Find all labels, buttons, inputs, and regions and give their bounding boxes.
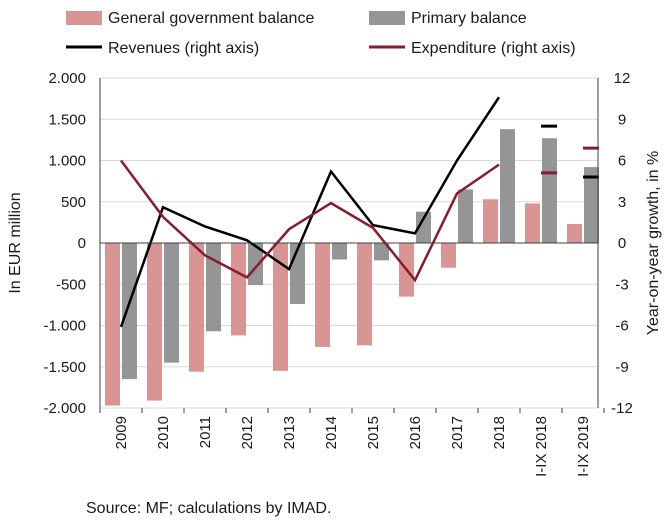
bar-general-government-balance-2010	[147, 243, 162, 401]
y-tick-label: 1.000	[48, 153, 86, 170]
category-label: 2012	[239, 416, 256, 449]
right-axis-ticks: 12 9 6 3 0 -3 -6 -9 -12	[611, 70, 633, 417]
bar-general-government-balance-2017	[441, 243, 456, 268]
line-revenues-right-axis	[119, 96, 501, 328]
bar-primary-balance-2009	[122, 243, 137, 380]
y-tick-label: 2.000	[48, 70, 86, 87]
right-axis-title: Year-on-year growth, in %	[645, 151, 662, 335]
legend-swatch-primary-balance	[369, 11, 405, 25]
bar-primary-balance-2017	[458, 189, 473, 243]
y2-tick-label: 0	[618, 235, 626, 252]
y-tick-label: -500	[56, 276, 86, 293]
bar-general-government-balance-2018	[483, 199, 498, 243]
y-tick-label: 500	[61, 194, 86, 211]
category-label: I-IX 2019	[575, 416, 592, 477]
legend-label-primary-balance: Primary balance	[411, 10, 527, 27]
legend-label-expenditure: Expenditure (right axis)	[411, 40, 576, 57]
bar-general-government-balance-2014	[315, 243, 330, 347]
category-label: 2016	[407, 416, 424, 449]
y-tick-label: -2.000	[43, 400, 86, 417]
bar-primary-balance-2010	[164, 243, 179, 363]
bar-general-government-balance-i-ix-2018	[525, 203, 540, 243]
source-note: Source: MF; calculations by IMAD.	[86, 500, 331, 517]
category-label: 2018	[491, 416, 508, 449]
y2-tick-label: -12	[611, 400, 633, 417]
bar-general-government-balance-i-ix-2019	[567, 224, 582, 243]
y2-tick-label: -6	[615, 318, 628, 335]
bar-primary-balance-2018	[500, 129, 515, 243]
bar-general-government-balance-2015	[357, 243, 372, 346]
category-label: 2013	[281, 416, 298, 449]
legend-swatch-general-government-balance	[66, 11, 102, 25]
y2-tick-label: 3	[618, 194, 626, 211]
category-labels: 2009 2010 2011 2012 2013 2014 2015 2016 2017 2018…	[113, 416, 592, 477]
y2-tick-label: 9	[618, 111, 626, 128]
bar-primary-balance-2014	[332, 243, 347, 260]
bar-primary-balance-2015	[374, 243, 389, 261]
category-label: 2014	[323, 416, 340, 449]
legend: General government balance Primary balan…	[66, 10, 576, 57]
y-tick-label: -1.500	[43, 359, 86, 376]
y-tick-label: 0	[78, 235, 86, 252]
bar-primary-balance-2011	[206, 243, 221, 332]
left-axis-title: In EUR million	[7, 192, 24, 293]
bar-primary-balance-i-ix-2019	[584, 167, 599, 243]
y2-tick-label: 6	[618, 153, 626, 170]
category-label: 2015	[365, 416, 382, 449]
category-label: I-IX 2018	[533, 416, 550, 477]
bar-primary-balance-2012	[248, 243, 263, 286]
legend-label-general-government-balance: General government balance	[108, 10, 314, 27]
category-label: 2011	[197, 416, 214, 448]
y-tick-label: -1.000	[43, 318, 86, 335]
legend-label-revenues: Revenues (right axis)	[108, 40, 259, 57]
bar-general-government-balance-2009	[105, 243, 120, 406]
bars	[105, 129, 599, 406]
bar-general-government-balance-2012	[231, 243, 246, 336]
left-axis-ticks: 2.000 1.500 1.000 500 0 -500 -1.000 -1.500 -2.00…	[43, 70, 86, 417]
bar-general-government-balance-2013	[273, 243, 288, 371]
bar-general-government-balance-2011	[189, 243, 204, 372]
bar-primary-balance-2016	[416, 211, 431, 243]
category-label: 2009	[113, 416, 130, 449]
axes	[99, 78, 605, 413]
y2-tick-label: -9	[615, 359, 628, 376]
y2-tick-label: -3	[615, 276, 628, 293]
bar-primary-balance-i-ix-2018	[542, 138, 557, 243]
line-series	[119, 96, 599, 328]
category-label: 2017	[449, 416, 466, 449]
line-expenditure-right-axis	[119, 159, 500, 283]
y2-tick-label: 12	[614, 70, 631, 87]
category-label: 2010	[155, 416, 172, 449]
y-tick-label: 1.500	[48, 111, 86, 128]
